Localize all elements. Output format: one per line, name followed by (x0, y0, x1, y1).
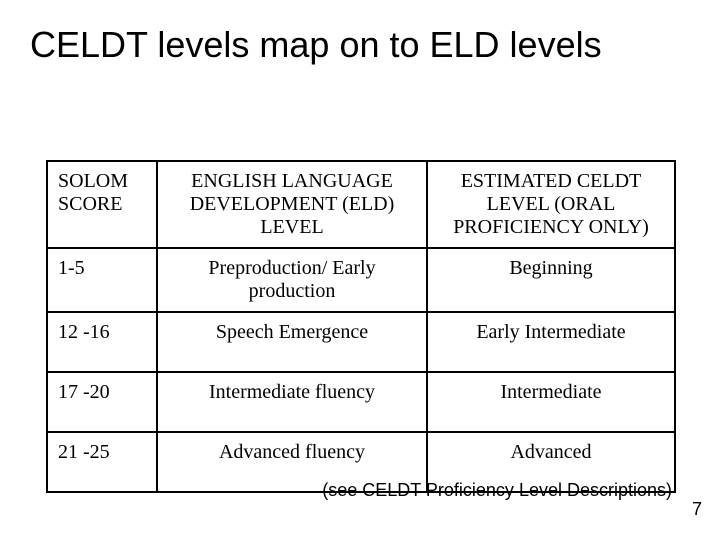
cell-score: 21 -25 (47, 432, 157, 492)
table-row: 12 -16 Speech Emergence Early Intermedia… (47, 312, 675, 372)
cell-eld: Speech Emergence (157, 312, 427, 372)
levels-table-container: SOLOM SCORE ENGLISH LANGUAGE DEVELOPMENT… (46, 160, 674, 493)
levels-table: SOLOM SCORE ENGLISH LANGUAGE DEVELOPMENT… (46, 160, 676, 493)
table-row: 17 -20 Intermediate fluency Intermediate (47, 372, 675, 432)
page-number: 7 (692, 499, 702, 520)
cell-celdt: Intermediate (427, 372, 675, 432)
table-header-row: SOLOM SCORE ENGLISH LANGUAGE DEVELOPMENT… (47, 161, 675, 248)
footnote: (see CELDT Proficiency Level Description… (322, 480, 672, 501)
slide: CELDT levels map on to ELD levels SOLOM … (0, 0, 720, 540)
cell-celdt: Beginning (427, 248, 675, 312)
col-header-solom: SOLOM SCORE (47, 161, 157, 248)
table-row: 1-5 Preproduction/ Early production Begi… (47, 248, 675, 312)
cell-eld: Preproduction/ Early production (157, 248, 427, 312)
cell-celdt: Early Intermediate (427, 312, 675, 372)
page-title: CELDT levels map on to ELD levels (30, 24, 690, 66)
col-header-celdt: ESTIMATED CELDT LEVEL (ORAL PROFICIENCY … (427, 161, 675, 248)
cell-score: 1-5 (47, 248, 157, 312)
cell-score: 12 -16 (47, 312, 157, 372)
col-header-eld: ENGLISH LANGUAGE DEVELOPMENT (ELD) LEVEL (157, 161, 427, 248)
cell-eld: Intermediate fluency (157, 372, 427, 432)
cell-score: 17 -20 (47, 372, 157, 432)
